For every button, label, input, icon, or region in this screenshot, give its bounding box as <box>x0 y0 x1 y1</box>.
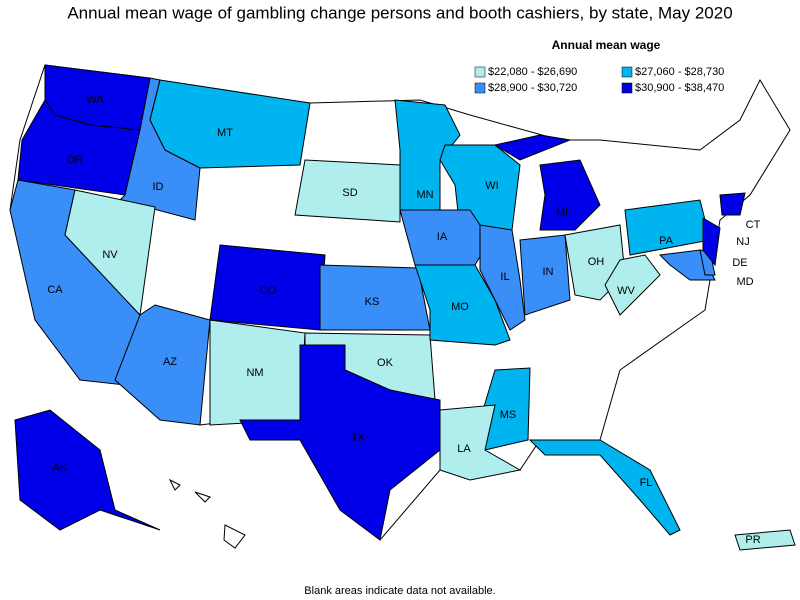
state-label: MO <box>451 301 469 313</box>
state-shape <box>702 217 721 267</box>
state-label: OH <box>588 256 605 268</box>
footnote: Blank areas indicate data not available. <box>304 585 495 597</box>
legend-label: $28,900 - $30,720 <box>488 82 577 94</box>
state-label: AZ <box>163 356 177 368</box>
state-label: MI <box>556 207 568 219</box>
legend-swatch <box>474 66 486 78</box>
legend-label: $22,080 - $26,690 <box>488 66 577 78</box>
state-label: CT <box>746 219 761 231</box>
state-shape <box>294 159 401 223</box>
state-label: IL <box>500 271 509 283</box>
state-shape <box>519 234 571 316</box>
state-shape <box>479 224 526 331</box>
state-shape <box>149 79 311 169</box>
state-label: OR <box>67 154 84 166</box>
hawaii <box>194 491 211 503</box>
state-shape <box>394 99 461 211</box>
legend-swatch <box>621 82 633 94</box>
state-label: WI <box>485 180 498 192</box>
state-shape <box>604 254 661 316</box>
state-label: PA <box>659 235 674 247</box>
state-label: TX <box>351 432 366 444</box>
legend-swatch <box>474 82 486 94</box>
state-label: MT <box>217 127 233 139</box>
state-label: MN <box>416 189 433 201</box>
state-label: KS <box>365 296 380 308</box>
hawaii <box>168 478 181 491</box>
state-shape <box>493 134 572 161</box>
legend-label: $27,060 - $28,730 <box>635 66 724 78</box>
state-label: SD <box>342 187 357 199</box>
state-label: CA <box>47 284 63 296</box>
state-label: FL <box>640 477 653 489</box>
state-shape <box>719 192 746 216</box>
legend-title: Annual mean wage <box>552 38 661 52</box>
title: Annual mean wage of gambling change pers… <box>67 3 732 22</box>
state-shape <box>528 439 681 536</box>
state-label: IN <box>543 266 554 278</box>
state-label: AK <box>53 462 68 474</box>
state-label: IA <box>437 231 448 243</box>
state-label: OK <box>377 357 394 369</box>
state-shape <box>239 344 441 541</box>
state-label: WV <box>617 285 635 297</box>
state-label: LA <box>457 443 471 455</box>
state-label: NV <box>102 249 118 261</box>
state-label: MS <box>500 409 517 421</box>
state-shape <box>414 264 511 346</box>
legend-label: $30,900 - $38,470 <box>635 82 724 94</box>
state-label: CO <box>260 285 277 297</box>
hawaii <box>223 524 246 549</box>
state-label: MD <box>736 276 753 288</box>
state-label: NJ <box>736 236 749 248</box>
state-label: NM <box>246 367 263 379</box>
legend-swatch <box>621 66 633 78</box>
state-shape <box>734 529 796 551</box>
state-shape <box>539 159 601 231</box>
state-label: ID <box>153 181 164 193</box>
state-shape <box>14 409 161 531</box>
state-label: PR <box>745 534 760 546</box>
state-shape <box>439 404 522 481</box>
state-label: WA <box>86 94 104 106</box>
state-label: DE <box>732 257 747 269</box>
